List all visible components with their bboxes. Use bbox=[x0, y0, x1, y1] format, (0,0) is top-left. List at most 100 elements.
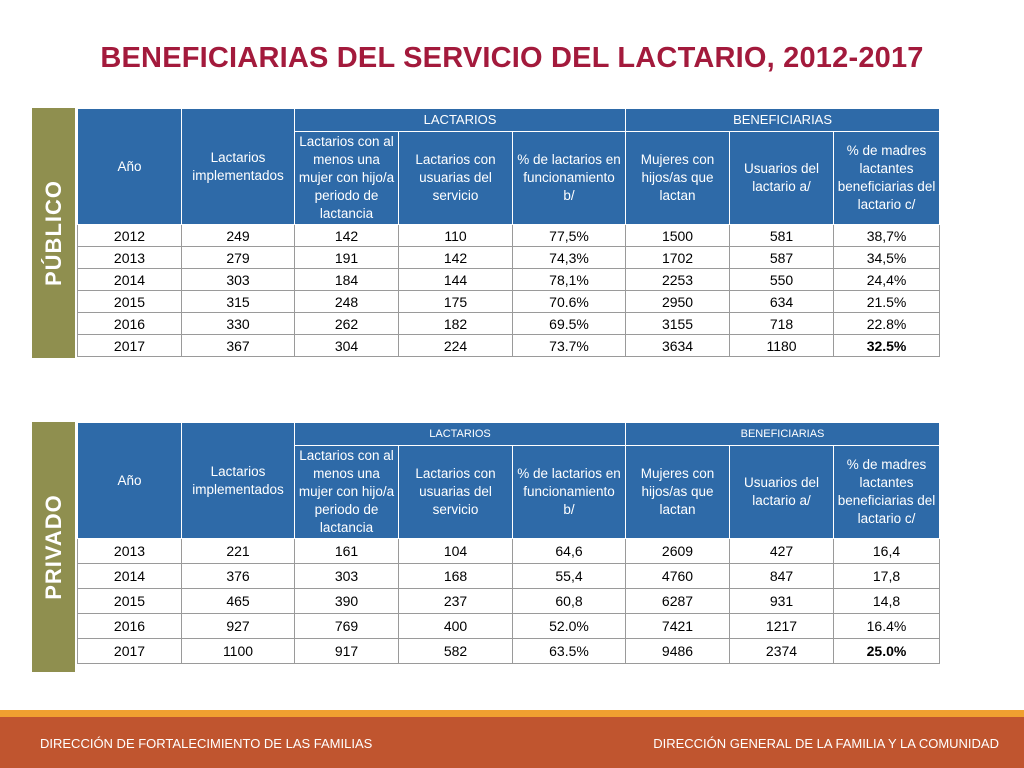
header-group-beneficiarias: BENEFICIARIAS bbox=[625, 422, 940, 446]
table-row: 2017 367 304 224 73.7% 3634 1180 32.5% bbox=[77, 334, 941, 357]
table-cell: 2016 bbox=[77, 613, 182, 639]
table-cell: 74,3% bbox=[511, 246, 627, 269]
header-group-lactarios: LACTARIOS bbox=[293, 108, 627, 132]
table-row: 2016 927 769 400 52.0% 7421 1217 16.4% bbox=[77, 613, 940, 639]
table-cell: 400 bbox=[398, 613, 513, 639]
table-cell: 3155 bbox=[625, 312, 731, 335]
table-cell: 110 bbox=[398, 224, 513, 247]
table-cell: 144 bbox=[398, 268, 513, 291]
table-cell: 917 bbox=[294, 638, 399, 664]
footer-right-text: DIRECCIÓN GENERAL DE LA FAMILIA Y LA COM… bbox=[653, 736, 999, 751]
header-mujeres-hijos: Mujeres con hijos/as que lactan bbox=[625, 131, 731, 225]
table-cell: 634 bbox=[729, 290, 835, 313]
table-row: 2013 221 161 104 64,6 2609 427 16,4 bbox=[77, 538, 940, 564]
table-cell: 9486 bbox=[625, 638, 730, 664]
table-cell: 182 bbox=[398, 312, 513, 335]
table-cell: 3634 bbox=[625, 334, 731, 357]
footer-left-text: DIRECCIÓN DE FORTALECIMIENTO DE LAS FAMI… bbox=[40, 736, 373, 751]
table-cell: 2017 bbox=[77, 334, 182, 357]
table-cell: 32.5% bbox=[833, 334, 941, 357]
table-cell: 24,4% bbox=[833, 268, 941, 291]
table-cell: 249 bbox=[181, 224, 295, 247]
table-cell: 78,1% bbox=[511, 268, 627, 291]
footer: DIRECCIÓN DE FORTALECIMIENTO DE LAS FAMI… bbox=[0, 717, 1024, 768]
table-cell: 1500 bbox=[625, 224, 731, 247]
table-cell: 2016 bbox=[77, 312, 182, 335]
table-cell: 2374 bbox=[729, 638, 834, 664]
table-row: 2012 249 142 110 77,5% 1500 581 38,7% bbox=[77, 224, 941, 247]
page-title: BENEFICIARIAS DEL SERVICIO DEL LACTARIO,… bbox=[100, 42, 924, 74]
table-cell: 63.5% bbox=[512, 638, 626, 664]
table-cell: 237 bbox=[398, 588, 513, 614]
table-cell: 21.5% bbox=[833, 290, 941, 313]
table-cell: 184 bbox=[294, 268, 399, 291]
table-cell: 2015 bbox=[77, 588, 182, 614]
table-cell: 38,7% bbox=[833, 224, 941, 247]
table-cell: 718 bbox=[729, 312, 835, 335]
table-row: 2015 315 248 175 70.6% 2950 634 21.5% bbox=[77, 290, 941, 313]
footer-accent-stripe bbox=[0, 710, 1024, 717]
table-row: 2015 465 390 237 60,8 6287 931 14,8 bbox=[77, 588, 940, 614]
table-cell: 7421 bbox=[625, 613, 730, 639]
header-implementados: Lactarios implementados bbox=[181, 108, 295, 225]
table-cell: 64,6 bbox=[512, 538, 626, 564]
table-cell: 367 bbox=[181, 334, 295, 357]
table-cell: 303 bbox=[294, 563, 399, 589]
table-cell: 221 bbox=[181, 538, 295, 564]
header-pct-funcionamiento: % de lactarios en funcionamiento b/ bbox=[511, 131, 627, 225]
table-cell: 142 bbox=[398, 246, 513, 269]
table-cell: 262 bbox=[294, 312, 399, 335]
table-cell: 847 bbox=[729, 563, 834, 589]
table-publico-body: 2012 249 142 110 77,5% 1500 581 38,7% 2013 279 191… bbox=[77, 224, 941, 357]
table-cell: 248 bbox=[294, 290, 399, 313]
header-con-usuarias: Lactarios con usuarias del servicio bbox=[398, 445, 513, 539]
header-pct-madres: % de madres lactantes beneficiarias del … bbox=[833, 445, 940, 539]
table-cell: 376 bbox=[181, 563, 295, 589]
header-pct-funcionamiento: % de lactarios en funcionamiento b/ bbox=[512, 445, 626, 539]
table-cell: 2017 bbox=[77, 638, 182, 664]
table-cell: 931 bbox=[729, 588, 834, 614]
table-cell: 304 bbox=[294, 334, 399, 357]
table-cell: 16.4% bbox=[833, 613, 940, 639]
table-cell: 2253 bbox=[625, 268, 731, 291]
table-row: 2017 1100 917 582 63.5% 9486 2374 25.0% bbox=[77, 638, 940, 664]
table-cell: 427 bbox=[729, 538, 834, 564]
header-pct-madres: % de madres lactantes beneficiarias del … bbox=[833, 131, 941, 225]
table-cell: 25.0% bbox=[833, 638, 940, 664]
header-con-mujer: Lactarios con al menos una mujer con hij… bbox=[294, 131, 399, 225]
table-row: 2013 279 191 142 74,3% 1702 587 34,5% bbox=[77, 246, 941, 269]
header-usuarios: Usuarios del lactario a/ bbox=[729, 131, 835, 225]
table-cell: 2013 bbox=[77, 538, 182, 564]
table-cell: 2013 bbox=[77, 246, 182, 269]
table-cell: 191 bbox=[294, 246, 399, 269]
header-con-usuarias: Lactarios con usuarias del servicio bbox=[398, 131, 513, 225]
table-row: 2014 303 184 144 78,1% 2253 550 24,4% bbox=[77, 268, 941, 291]
header-implementados: Lactarios implementados bbox=[181, 422, 295, 539]
table-cell: 1180 bbox=[729, 334, 835, 357]
table-cell: 224 bbox=[398, 334, 513, 357]
table-cell: 2012 bbox=[77, 224, 182, 247]
table-row: 2014 376 303 168 55,4 4760 847 17,8 bbox=[77, 563, 940, 589]
table-cell: 315 bbox=[181, 290, 295, 313]
table-cell: 2015 bbox=[77, 290, 182, 313]
table-cell: 1100 bbox=[181, 638, 295, 664]
header-anio: Año bbox=[77, 108, 182, 225]
side-label-publico-text: PÚBLICO bbox=[40, 180, 66, 286]
table-cell: 104 bbox=[398, 538, 513, 564]
table-cell: 60,8 bbox=[512, 588, 626, 614]
table-cell: 22.8% bbox=[833, 312, 941, 335]
table-cell: 168 bbox=[398, 563, 513, 589]
table-cell: 6287 bbox=[625, 588, 730, 614]
table-cell: 161 bbox=[294, 538, 399, 564]
side-label-privado-text: PRIVADO bbox=[40, 494, 66, 600]
table-cell: 34,5% bbox=[833, 246, 941, 269]
table-cell: 587 bbox=[729, 246, 835, 269]
table-cell: 582 bbox=[398, 638, 513, 664]
table-cell: 175 bbox=[398, 290, 513, 313]
table-cell: 390 bbox=[294, 588, 399, 614]
header-anio: Año bbox=[77, 422, 182, 539]
table-cell: 2609 bbox=[625, 538, 730, 564]
table-cell: 1217 bbox=[729, 613, 834, 639]
table-publico: Año Lactarios implementados LACTARIOS BE… bbox=[77, 108, 941, 357]
table-cell: 927 bbox=[181, 613, 295, 639]
